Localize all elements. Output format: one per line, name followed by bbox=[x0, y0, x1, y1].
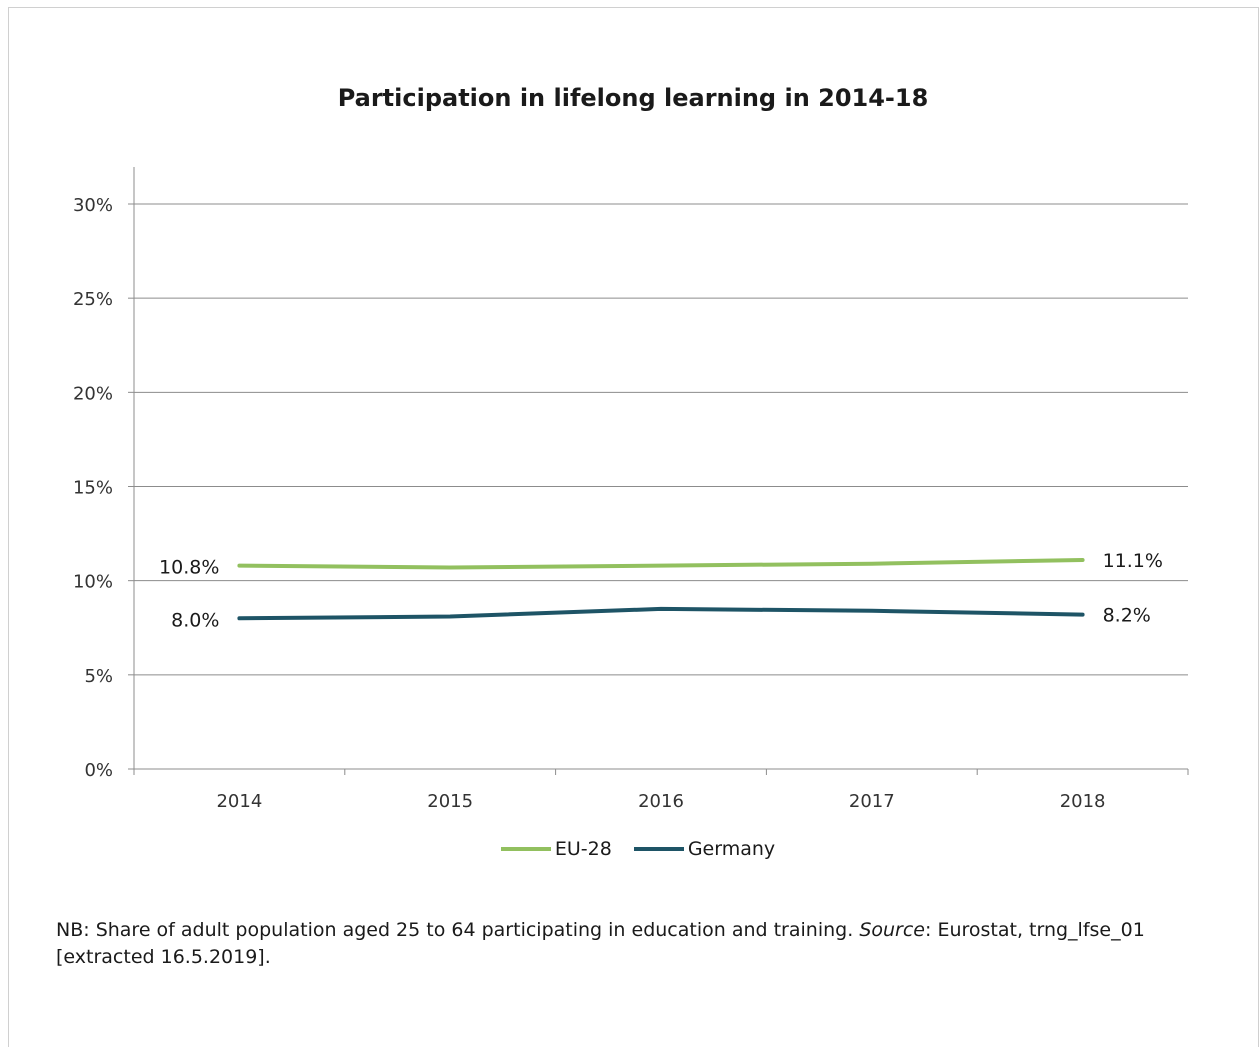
footnote-suffix: : Eurostat, trng_lfse_01 [extracted 16.5… bbox=[56, 919, 1145, 968]
legend-label-germany: Germany bbox=[687, 838, 776, 860]
y-tick-label: 0% bbox=[84, 760, 113, 781]
data-point bbox=[1081, 613, 1085, 617]
y-tick-label: 30% bbox=[73, 195, 113, 216]
axes bbox=[128, 167, 1189, 775]
data-label-first: 10.8% bbox=[159, 557, 219, 579]
legend: EU-28 Germany bbox=[0, 838, 1260, 860]
legend-swatch-germany bbox=[633, 847, 684, 851]
data-point bbox=[1081, 558, 1085, 562]
y-tick-labels: 0% 5% 10% 15% 20% 25% 30% bbox=[73, 195, 113, 781]
x-tick-label: 2016 bbox=[638, 791, 684, 812]
x-tick-label: 2018 bbox=[1060, 791, 1106, 812]
data-point bbox=[659, 607, 663, 611]
footnote-prefix: NB: Share of adult population aged 25 to… bbox=[56, 919, 860, 941]
data-point bbox=[659, 564, 663, 568]
footnote: NB: Share of adult population aged 25 to… bbox=[56, 917, 1176, 971]
data-point bbox=[870, 562, 874, 566]
x-tick-label: 2015 bbox=[427, 791, 473, 812]
data-label-last: 11.1% bbox=[1103, 550, 1163, 572]
x-tick-label: 2014 bbox=[216, 791, 262, 812]
data-labels: 10.8% 11.1% 8.0% 8.2% bbox=[159, 550, 1163, 631]
footnote-source-word: Source bbox=[859, 919, 925, 941]
chart-title: Participation in lifelong learning in 20… bbox=[337, 84, 929, 112]
legend-swatch-eu28 bbox=[500, 847, 551, 851]
y-tick-label: 10% bbox=[73, 572, 113, 593]
legend-item-eu28: EU-28 bbox=[500, 838, 612, 860]
gridlines bbox=[134, 203, 1188, 676]
legend-label-eu28: EU-28 bbox=[554, 838, 612, 860]
data-point bbox=[870, 609, 874, 613]
y-tick-label: 25% bbox=[73, 289, 113, 310]
chart-frame bbox=[8, 7, 1259, 1047]
x-tick-label: 2017 bbox=[849, 791, 895, 812]
x-tick-labels: 2014 2015 2016 2017 2018 bbox=[216, 791, 1105, 812]
data-label-last: 8.2% bbox=[1103, 605, 1151, 627]
series-lines bbox=[237, 558, 1085, 621]
data-point bbox=[237, 616, 241, 620]
legend-item-germany: Germany bbox=[633, 838, 776, 860]
data-point bbox=[237, 564, 241, 568]
y-tick-label: 5% bbox=[84, 666, 113, 687]
data-point bbox=[448, 565, 452, 569]
data-point bbox=[448, 614, 452, 618]
y-tick-label: 20% bbox=[73, 383, 113, 404]
data-label-first: 8.0% bbox=[171, 609, 219, 631]
y-tick-label: 15% bbox=[73, 478, 113, 499]
